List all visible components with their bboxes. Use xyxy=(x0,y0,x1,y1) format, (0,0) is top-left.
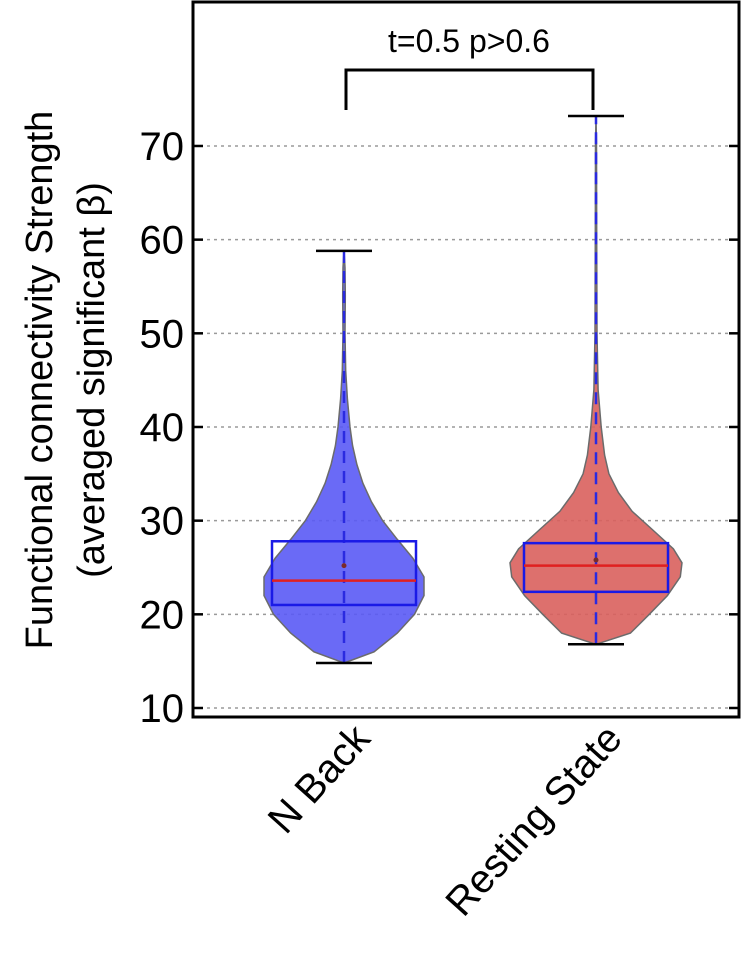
boxplots xyxy=(270,114,670,665)
y-axis-ticks: 10 20 30 40 50 60 70 xyxy=(140,125,739,731)
mean-marker-0 xyxy=(341,563,347,569)
y-tick-label: 50 xyxy=(140,312,185,356)
significance-annotation: t=0.5 p>0.6 xyxy=(388,23,550,59)
y-tick-label: 30 xyxy=(140,500,185,544)
iqr-box-0 xyxy=(270,540,418,607)
iqr-box-1 xyxy=(522,541,670,594)
y-tick-label: 10 xyxy=(140,687,185,731)
significance-bracket: t=0.5 p>0.6 xyxy=(344,23,595,110)
x-axis-labels: N Back Resting State xyxy=(260,716,631,925)
plot-frame xyxy=(191,0,741,719)
y-tick-label: 60 xyxy=(140,219,185,263)
y-tick-label: 40 xyxy=(140,406,185,450)
y-axis-label-line2: (averaged significant β) xyxy=(71,182,113,578)
x-tick-label: Resting State xyxy=(437,717,630,925)
x-tick-label: N Back xyxy=(260,716,380,842)
y-tick-label: 70 xyxy=(140,125,185,169)
mean-marker-1 xyxy=(593,557,599,563)
gridlines xyxy=(193,145,739,709)
y-axis-label-line1: Functional connectivity Strength xyxy=(19,111,61,650)
y-tick-label: 20 xyxy=(140,593,185,637)
bracket-line xyxy=(344,68,595,110)
